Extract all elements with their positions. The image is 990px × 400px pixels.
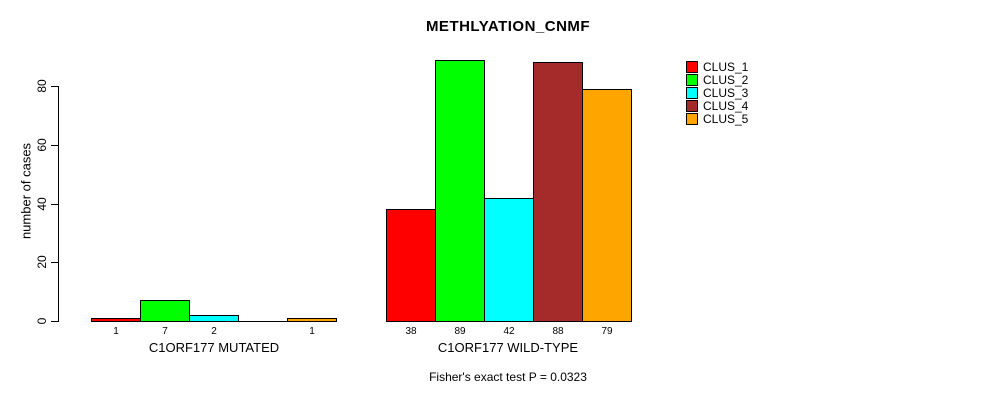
legend-item-CLUS_1: CLUS_1 [686, 61, 748, 74]
fisher-test-annotation: Fisher's exact test P = 0.0323 [429, 370, 587, 384]
legend: CLUS_1 CLUS_2 CLUS_3 CLUS_4 CLUS_5 [686, 61, 748, 125]
bar-value-label: 1 [113, 326, 119, 337]
bar-value-label: 7 [162, 326, 168, 337]
legend-label: CLUS_2 [703, 73, 749, 88]
y-tick-label: 60 [35, 138, 49, 152]
legend-label: CLUS_3 [703, 85, 749, 100]
y-tick [51, 262, 58, 263]
legend-swatch-CLUS_4 [686, 99, 698, 112]
legend-item-CLUS_3: CLUS_3 [686, 85, 749, 100]
bar-CLUS_4 [533, 62, 583, 322]
bar-value-label: 79 [601, 326, 613, 337]
y-tick-label: 40 [35, 197, 49, 211]
bar-CLUS_2 [140, 300, 190, 322]
bar-value-label: 89 [454, 326, 466, 337]
y-axis-line [58, 86, 59, 322]
legend-item-CLUS_2: CLUS_2 [686, 74, 748, 87]
y-tick [51, 86, 58, 87]
bar-CLUS_4 [238, 321, 288, 322]
legend-swatch-CLUS_5 [686, 112, 698, 125]
bar-value-label: 88 [552, 326, 564, 337]
legend-swatch-CLUS_2 [686, 74, 698, 87]
legend-label: CLUS_1 [703, 60, 749, 75]
y-tick [51, 145, 58, 146]
legend-item-CLUS_5: CLUS_5 [686, 112, 748, 125]
bar-CLUS_5 [287, 318, 337, 322]
bar-CLUS_1 [386, 209, 436, 322]
y-tick-label: 80 [35, 79, 49, 93]
y-tick-label: 20 [35, 255, 49, 269]
bar-CLUS_1 [91, 318, 141, 322]
bar-CLUS_3 [189, 315, 239, 322]
bar-CLUS_2 [435, 60, 485, 322]
legend-label: CLUS_5 [703, 111, 749, 126]
bar-value-label: 2 [211, 326, 217, 337]
bar-value-label: 38 [405, 326, 417, 337]
bar-value-label: 1 [309, 326, 315, 337]
legend-swatch-CLUS_1 [686, 61, 698, 74]
bar-value-label: 42 [503, 326, 515, 337]
y-tick [51, 321, 58, 322]
legend-swatch-CLUS_3 [686, 86, 698, 99]
legend-item-CLUS_4: CLUS_4 [686, 99, 748, 112]
bar-CLUS_5 [582, 89, 632, 322]
bar-CLUS_3 [484, 198, 534, 322]
x-group-label-mutated: C1ORF177 MUTATED [148, 340, 280, 355]
chart-title: METHLYATION_CNMF [425, 18, 591, 35]
x-group-label-wild-type: C1ORF177 WILD-TYPE [437, 340, 579, 355]
y-tick-label: 0 [35, 317, 49, 325]
y-tick [51, 204, 58, 205]
legend-label: CLUS_4 [703, 98, 749, 113]
